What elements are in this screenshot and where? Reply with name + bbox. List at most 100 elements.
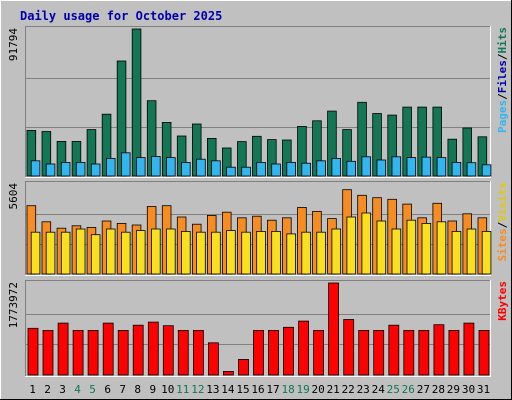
- day-label: 30: [462, 383, 475, 396]
- hits-bar-files: [45, 163, 56, 177]
- day-label: 10: [161, 383, 174, 396]
- hits-legend-separator: /: [496, 53, 509, 60]
- kbytes-bar-kbytes: [418, 329, 430, 376]
- hits-bar-files: [301, 162, 311, 177]
- visits-bar-visits: [286, 233, 296, 275]
- day-label: 22: [342, 383, 355, 396]
- kbytes-bar-kbytes: [313, 329, 325, 376]
- hits-bar-files: [466, 162, 477, 177]
- hits-bar-files: [151, 156, 161, 177]
- day-label: 20: [311, 383, 324, 396]
- visits-bar-visits: [181, 230, 191, 275]
- day-label: 14: [221, 383, 235, 396]
- visits-bar-visits: [391, 228, 402, 275]
- visits-bar-visits: [45, 231, 56, 275]
- day-label: 23: [357, 383, 370, 396]
- visits-bar-visits: [60, 231, 71, 275]
- day-label: 15: [236, 383, 249, 396]
- kbytes-bar-kbytes: [298, 320, 310, 376]
- kbytes-bar-kbytes: [57, 322, 69, 376]
- kbytes-bar-kbytes: [268, 329, 279, 376]
- hits-bar-files: [256, 161, 266, 177]
- hits-legend-hits: Hits: [496, 27, 509, 54]
- hits-bar-files: [226, 166, 236, 177]
- hits-bar-files: [30, 160, 41, 177]
- kbytes-legend-kbytes: KBytes: [496, 281, 509, 321]
- visits-bar-visits: [30, 231, 41, 275]
- visits-bar-visits: [346, 216, 356, 275]
- visits-bar-visits: [75, 228, 86, 275]
- day-label: 27: [417, 383, 430, 396]
- hits-max-label: 91794: [7, 28, 20, 61]
- day-label: 13: [206, 383, 219, 396]
- visits-bar-visits: [271, 230, 281, 275]
- day-label: 16: [251, 383, 264, 396]
- kbytes-legend: KBytes: [496, 281, 509, 321]
- visits-bar-visits: [151, 228, 161, 275]
- hits-bar-files: [451, 161, 462, 177]
- hits-bar-files: [196, 158, 206, 177]
- visits-bar-visits: [226, 230, 236, 275]
- day-label: 4: [74, 383, 81, 396]
- day-label: 3: [59, 383, 66, 396]
- day-label: 2: [44, 383, 51, 396]
- visits-bar-visits: [90, 234, 101, 275]
- kbytes-max-label: 1773972: [7, 282, 20, 328]
- visits-bar-visits: [211, 231, 221, 275]
- hits-legend-separator: /: [496, 93, 509, 100]
- day-label: 24: [372, 383, 386, 396]
- visits-legend: Sites/Visits: [496, 182, 509, 262]
- visits-bar-visits: [406, 219, 417, 275]
- day-axis: 1 2 3 4 5 6 7 8 9 10 11 12 13 14 15 16 17 18 19 20 21 22 23 24 2…: [29, 383, 490, 396]
- hits-legend: Pages/Files/Hits: [496, 27, 509, 133]
- hits-bar-files: [376, 159, 387, 177]
- visits-max-label: 5604: [7, 183, 20, 210]
- kbytes-bar-kbytes: [463, 322, 475, 376]
- kbytes-bar-kbytes: [192, 329, 204, 376]
- hits-bar-files: [135, 157, 146, 177]
- visits-bar-visits: [466, 228, 477, 275]
- hits-legend-pages: Pages: [496, 100, 509, 133]
- visits-bar-visits: [196, 231, 206, 275]
- hits-bar-files: [481, 164, 492, 177]
- kbytes-bar-kbytes: [147, 321, 159, 376]
- hits-bar-files: [90, 163, 101, 177]
- hits-bar-files: [106, 157, 116, 177]
- kbytes-bar-kbytes: [283, 326, 294, 376]
- visits-bar-visits: [301, 231, 311, 275]
- visits-legend-separator: /: [496, 221, 509, 228]
- hits-bar-files: [406, 157, 417, 177]
- kbytes-bar-kbytes: [403, 329, 415, 376]
- kbytes-bar-kbytes: [343, 319, 355, 376]
- visits-bar-visits: [361, 212, 371, 275]
- kbytes-bar-kbytes: [253, 329, 264, 376]
- hits-bar-files: [346, 160, 356, 177]
- visits-bar-visits: [256, 230, 266, 275]
- day-label: 8: [134, 383, 141, 396]
- visits-bar-visits: [166, 228, 176, 275]
- visits-legend-sites: Sites: [496, 228, 509, 261]
- visits-bar-visits: [436, 221, 447, 275]
- hits-bar-files: [331, 157, 341, 177]
- chart-title: Daily usage for October 2025: [20, 9, 222, 23]
- hits-legend-files: Files: [496, 60, 509, 93]
- day-label: 6: [104, 383, 111, 396]
- kbytes-bar-kbytes: [373, 329, 385, 376]
- kbytes-bar-kbytes: [433, 324, 445, 376]
- hits-bar-files: [166, 157, 176, 177]
- kbytes-bar-kbytes: [328, 282, 340, 376]
- kbytes-bar-kbytes: [222, 370, 234, 376]
- day-label: 1: [29, 383, 36, 396]
- day-label: 26: [402, 383, 415, 396]
- day-label: 17: [266, 383, 279, 396]
- chart-panels: 91794Pages/Files/Hits5604Sites/Visits177…: [7, 26, 509, 377]
- day-label: 11: [176, 383, 189, 396]
- hits-bar-hits: [131, 28, 142, 177]
- kbytes-bar-kbytes: [478, 329, 490, 376]
- visits-bar-visits: [241, 231, 251, 275]
- visits-bar-visits: [331, 228, 341, 275]
- day-label: 28: [432, 383, 445, 396]
- hits-bar-files: [60, 161, 71, 177]
